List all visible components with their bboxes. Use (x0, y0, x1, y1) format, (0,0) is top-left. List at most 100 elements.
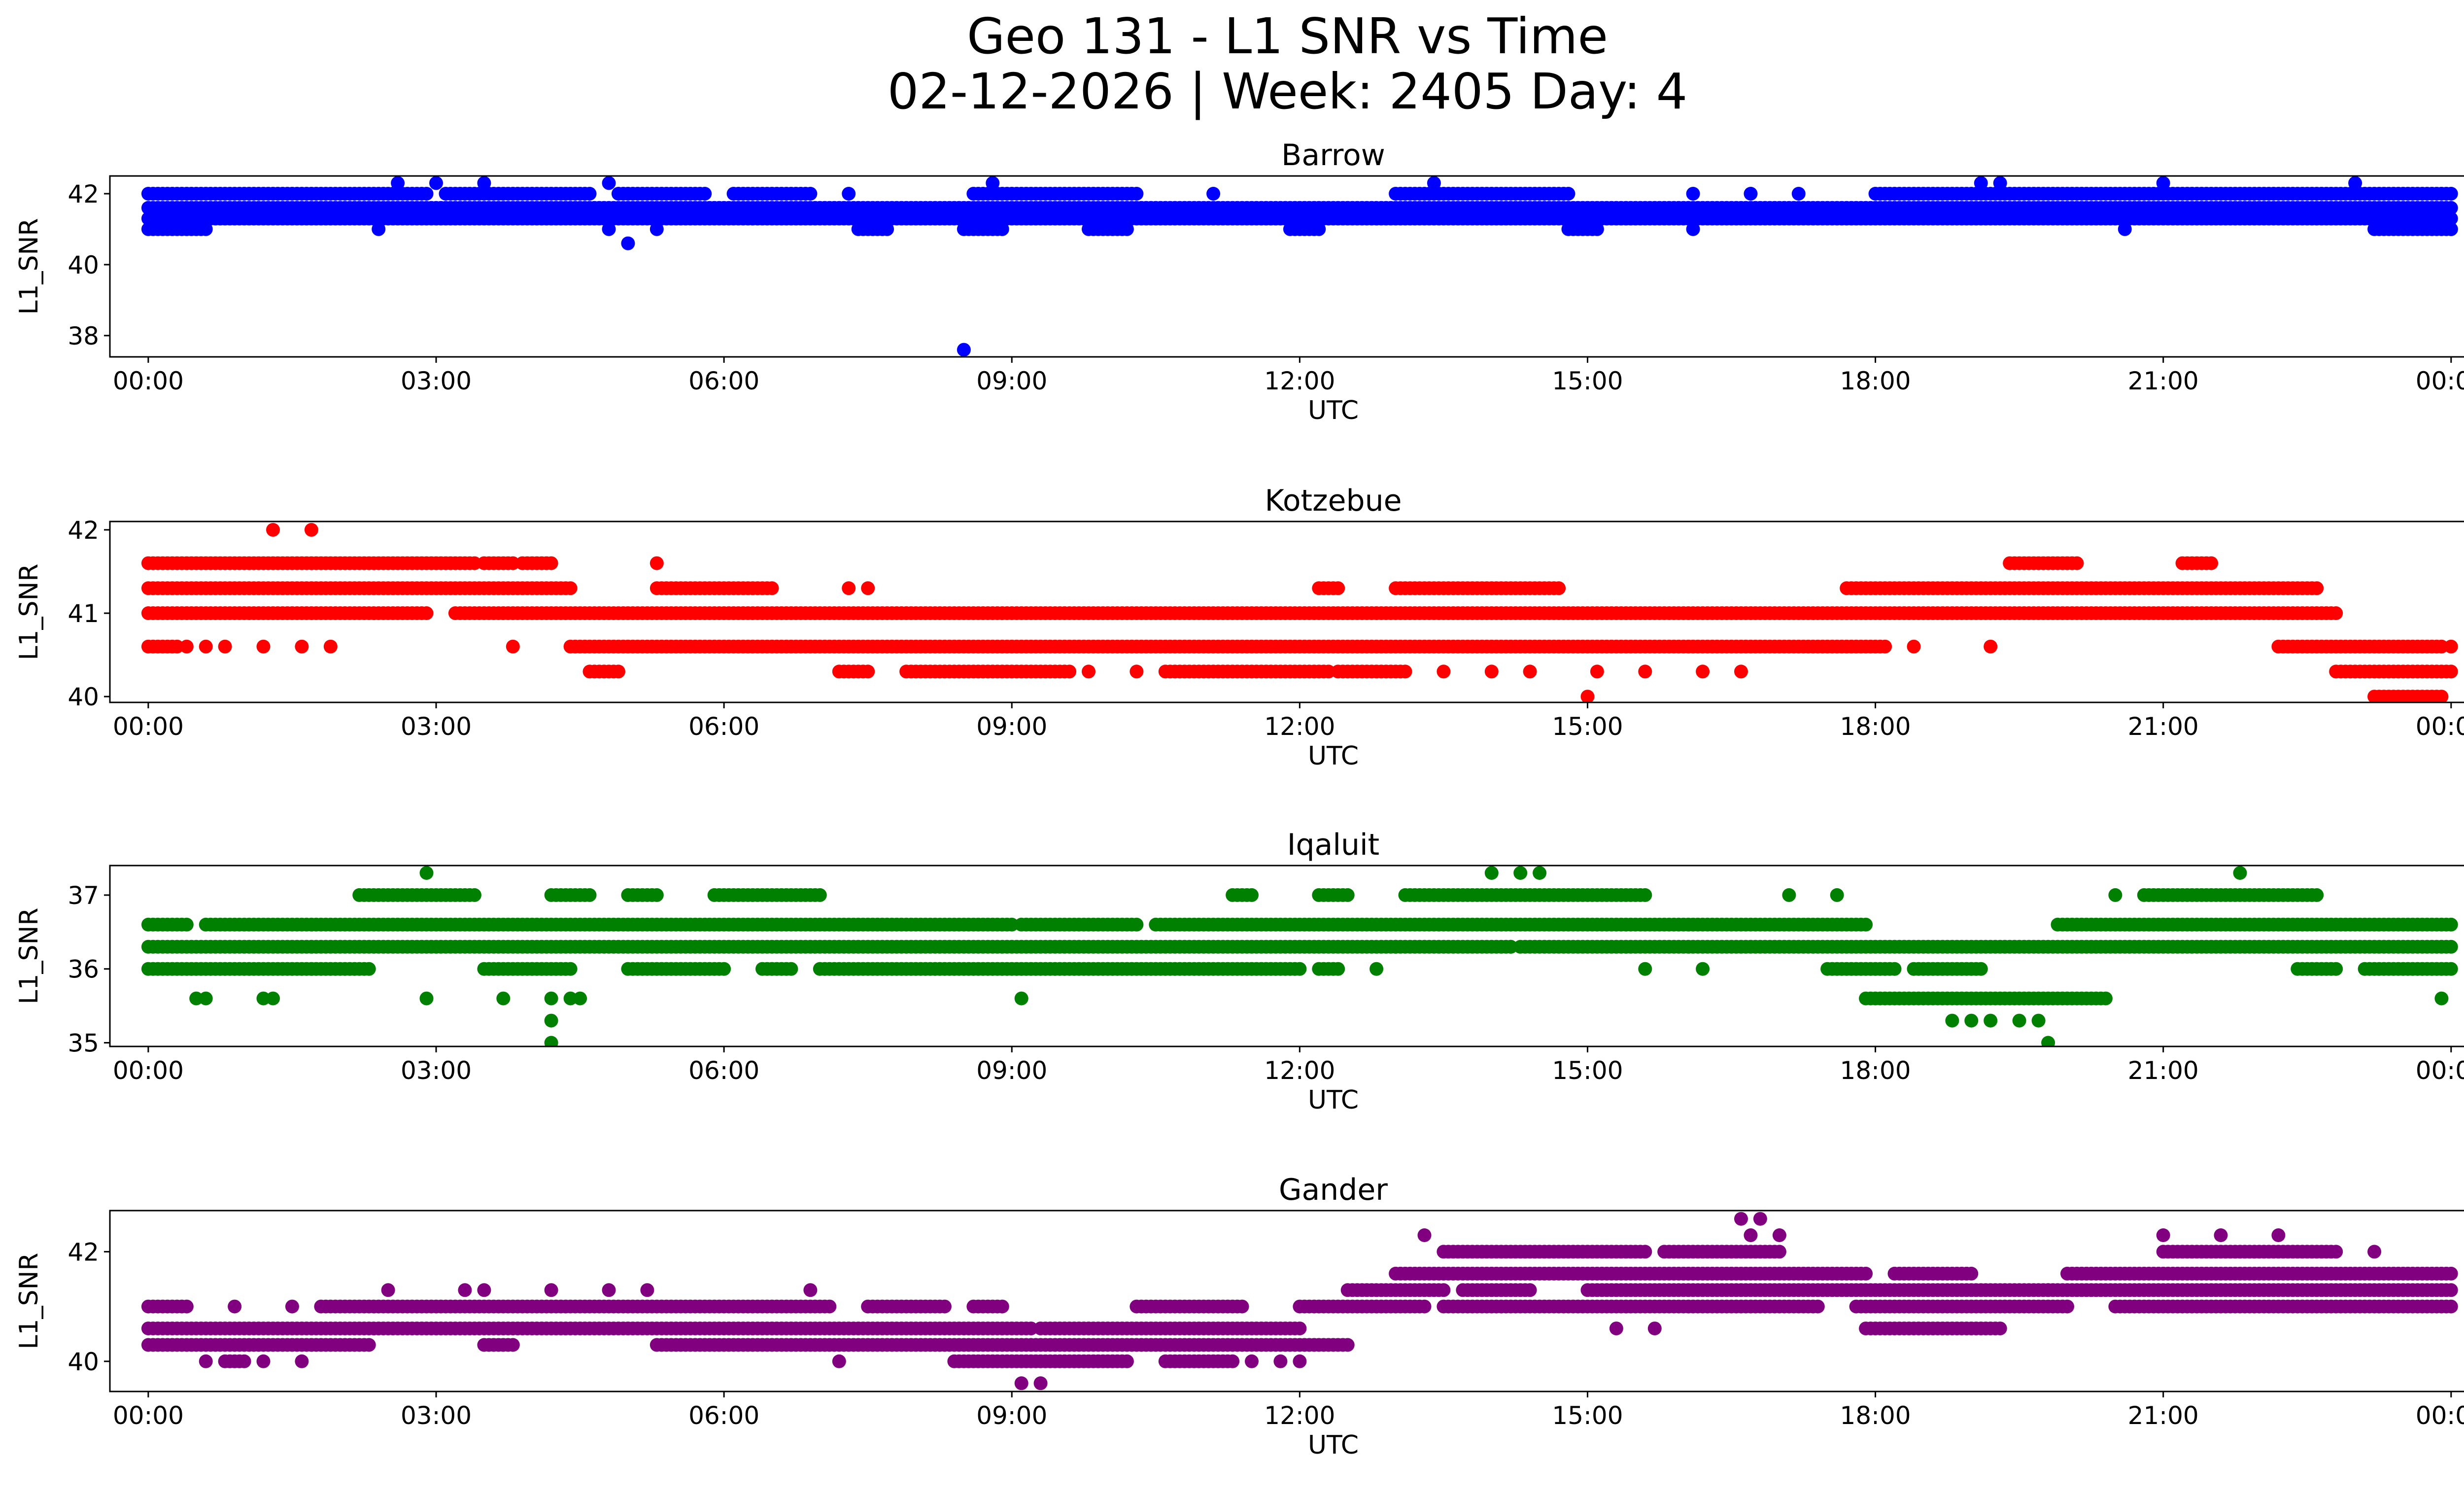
x-tick-label: 15:00 (1552, 1056, 1623, 1085)
data-point (1321, 664, 1335, 679)
data-point (563, 962, 578, 976)
series-kotzebue-40.6 (141, 639, 2449, 654)
data-point (1129, 187, 1144, 201)
x-tick-label: 15:00 (1552, 367, 1623, 395)
data-point (1686, 222, 1700, 236)
data-point (1340, 888, 1355, 902)
data-point (304, 522, 318, 537)
data-point (372, 222, 386, 236)
data-point (1590, 664, 1604, 679)
data-point (1734, 664, 1748, 679)
plot-area (141, 522, 2458, 702)
data-point (1417, 1299, 1432, 1314)
data-point (1369, 962, 1384, 976)
x-tick-label: 00:00 (2416, 712, 2464, 741)
data-point (803, 187, 818, 201)
data-point (295, 639, 309, 654)
data-point (861, 581, 875, 595)
data-point (1484, 664, 1499, 679)
data-point (2118, 222, 2132, 236)
data-point (429, 176, 443, 190)
series-kotzebue-40.3 (582, 664, 2458, 679)
axes-frame (109, 175, 2464, 358)
data-point (1312, 222, 1326, 236)
data-point (1504, 939, 1518, 954)
data-point (573, 991, 587, 1006)
x-tick-label: 12:00 (1264, 1056, 1335, 1085)
data-point (419, 606, 434, 620)
data-point (2060, 1299, 2074, 1314)
data-point (2444, 962, 2458, 976)
data-point (698, 187, 712, 201)
data-point (842, 581, 856, 595)
data-point (323, 639, 338, 654)
x-tick-label: 18:00 (1840, 1056, 1911, 1085)
series-kotzebue-scattered (179, 522, 2458, 702)
x-tick-label: 18:00 (1840, 367, 1911, 395)
data-point (1389, 939, 1403, 954)
data-point (170, 639, 184, 654)
data-point (477, 176, 491, 190)
data-point (266, 522, 280, 537)
x-tick-label: 03:00 (401, 367, 472, 395)
x-tick-label: 21:00 (2128, 1056, 2199, 1085)
data-point (1513, 866, 1528, 880)
y-tick-label: 37 (68, 881, 99, 910)
data-point (1984, 639, 1998, 654)
series-iqaluit-35.6 (1859, 991, 2113, 1006)
series-barrow-scattered (372, 176, 2458, 357)
data-point (467, 888, 481, 902)
y-tick-label: 35 (68, 1029, 99, 1058)
subplot-title: Iqaluit (1287, 828, 1379, 862)
data-point (506, 639, 520, 654)
data-point (2031, 1013, 2046, 1028)
data-point (2348, 176, 2362, 190)
data-point (2434, 690, 2449, 702)
x-tick-label: 21:00 (2128, 367, 2199, 395)
data-point (1974, 962, 1988, 976)
data-point (995, 1299, 1009, 1314)
data-point (544, 556, 558, 570)
x-tick-label: 00:00 (2416, 1056, 2464, 1085)
data-point (2156, 176, 2170, 190)
y-tick-label: 41 (68, 599, 99, 628)
data-point (2041, 1036, 2055, 1046)
data-point (2434, 991, 2449, 1006)
data-point (544, 1036, 558, 1046)
series-kotzebue-41.6 (141, 556, 2219, 570)
subplot-title: Barrow (1281, 138, 1385, 173)
data-point (1062, 664, 1077, 679)
data-point (1005, 917, 1019, 932)
data-point (544, 1013, 558, 1028)
data-point (2204, 556, 2219, 570)
data-point (1696, 962, 1710, 976)
data-point (784, 962, 798, 976)
series-gander-41.0 (141, 1299, 2458, 1314)
x-tick-label: 06:00 (688, 367, 759, 395)
data-point (2310, 888, 2324, 902)
data-point (1129, 917, 1144, 932)
y-tick-label: 36 (68, 955, 99, 984)
data-point (419, 866, 434, 880)
data-point (717, 962, 731, 976)
series-iqaluit-36.0 (141, 962, 2458, 976)
data-point (1427, 176, 1441, 190)
subplot-gander: 00:00 03:00 06:00 09:00 12:00 15:00 18:00 21:00… (14, 1173, 2464, 1460)
data-point (391, 176, 405, 190)
x-tick-label: 06:00 (688, 1056, 759, 1085)
data-point (957, 343, 971, 357)
x-tick-label: 03:00 (401, 712, 472, 741)
figure-title: Geo 131 - L1 SNR vs Time 02-12-2026 | We… (0, 9, 2464, 119)
x-tick-label: 06:00 (688, 712, 759, 741)
data-point (1744, 187, 1758, 201)
data-point (582, 888, 597, 902)
data-point (621, 236, 635, 250)
data-point (880, 222, 894, 236)
plot-area (141, 1212, 2458, 1391)
data-point (2012, 1013, 2026, 1028)
data-point (179, 1299, 194, 1314)
data-point (199, 991, 213, 1006)
data-point (1331, 581, 1345, 595)
data-point (1638, 664, 1652, 679)
